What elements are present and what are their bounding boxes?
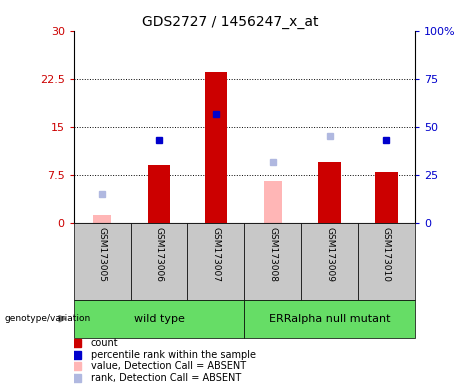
Bar xyxy=(188,223,244,300)
Bar xyxy=(244,300,415,338)
Text: GSM173010: GSM173010 xyxy=(382,227,391,281)
Text: GSM173008: GSM173008 xyxy=(268,227,277,281)
Bar xyxy=(301,223,358,300)
Bar xyxy=(244,223,301,300)
Text: GSM173009: GSM173009 xyxy=(325,227,334,281)
Text: wild type: wild type xyxy=(134,314,184,324)
Text: genotype/variation: genotype/variation xyxy=(5,314,91,323)
Bar xyxy=(93,215,111,223)
Bar xyxy=(130,223,188,300)
Bar xyxy=(320,165,339,223)
Bar xyxy=(148,165,171,223)
Text: count: count xyxy=(91,338,118,348)
Text: GDS2727 / 1456247_x_at: GDS2727 / 1456247_x_at xyxy=(142,15,319,29)
Bar xyxy=(264,181,282,223)
Text: GSM173005: GSM173005 xyxy=(98,227,106,281)
Text: GSM173006: GSM173006 xyxy=(154,227,164,281)
Bar xyxy=(375,172,398,223)
Bar xyxy=(205,72,227,223)
Text: GSM173007: GSM173007 xyxy=(212,227,220,281)
Bar xyxy=(358,223,415,300)
Text: value, Detection Call = ABSENT: value, Detection Call = ABSENT xyxy=(91,361,246,371)
Text: rank, Detection Call = ABSENT: rank, Detection Call = ABSENT xyxy=(91,373,241,383)
Bar xyxy=(318,162,341,223)
Text: ERRalpha null mutant: ERRalpha null mutant xyxy=(269,314,390,324)
Bar xyxy=(74,300,244,338)
Text: percentile rank within the sample: percentile rank within the sample xyxy=(91,350,256,360)
Bar xyxy=(74,223,130,300)
